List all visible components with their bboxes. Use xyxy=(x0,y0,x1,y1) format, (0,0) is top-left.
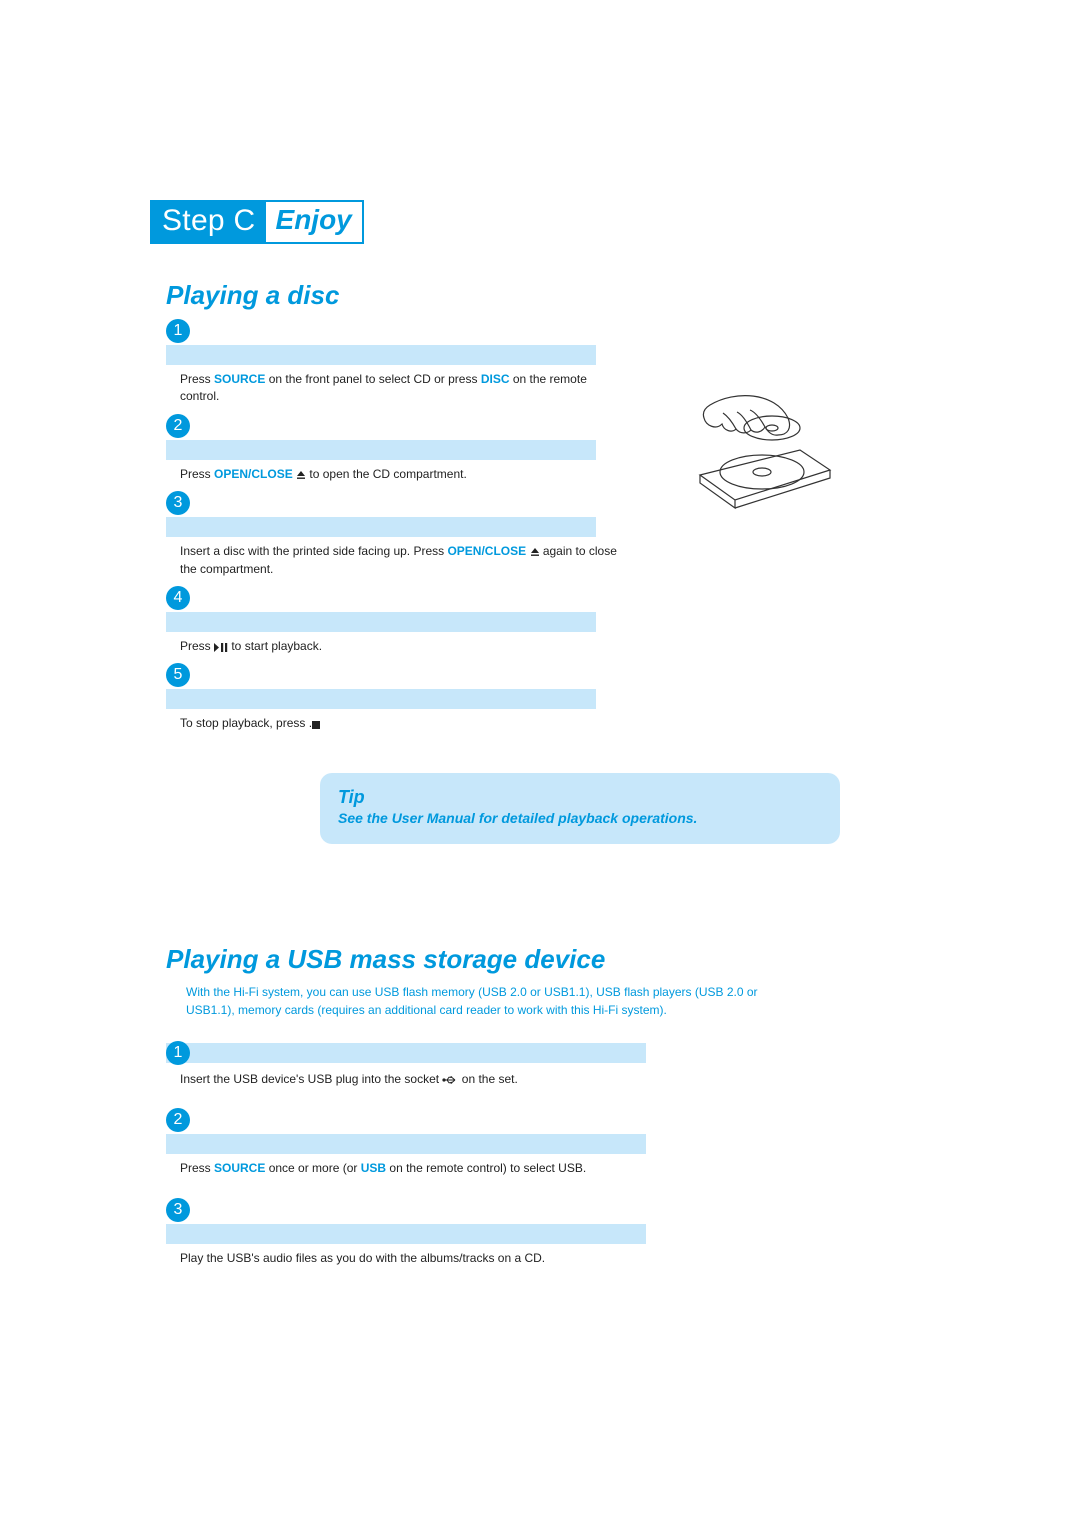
usb-intro-text: With the Hi-Fi system, you can use USB f… xyxy=(186,983,786,1019)
usb-step: 2 Press SOURCE once or more (or USB on th… xyxy=(166,1108,930,1177)
step-label: Step C xyxy=(152,202,266,242)
usb-section-title: Playing a USB mass storage device xyxy=(166,944,930,975)
step-text: Press SOURCE once or more (or USB on the… xyxy=(180,1160,660,1177)
disc-step: 5 To stop playback, press . xyxy=(166,663,930,732)
step-number-badge: 4 xyxy=(166,586,190,610)
step-bar xyxy=(166,612,596,632)
manual-page: Step C Enjoy Playing a disc 1 Press SOURC… xyxy=(0,0,1080,1347)
step-bar xyxy=(166,517,596,537)
step-text: Press OPEN/CLOSE to open the CD compartm… xyxy=(180,466,620,483)
step-bar xyxy=(166,1224,646,1244)
step-number-badge: 2 xyxy=(166,1108,190,1132)
step-number-badge: 1 xyxy=(166,319,190,343)
usb-step: 3 Play the USB's audio files as you do wi… xyxy=(166,1198,930,1267)
step-number-badge: 2 xyxy=(166,414,190,438)
tip-text: See the User Manual for detailed playbac… xyxy=(338,810,822,826)
disc-section-title: Playing a disc xyxy=(166,280,930,311)
step-number-badge: 3 xyxy=(166,491,190,515)
step-bar xyxy=(166,689,596,709)
step-bar xyxy=(166,345,596,365)
step-bar xyxy=(166,1134,646,1154)
step-bar xyxy=(166,440,596,460)
step-number-badge: 1 xyxy=(166,1041,190,1065)
step-text: Press to start playback. xyxy=(180,638,620,655)
enjoy-label: Enjoy xyxy=(266,202,362,242)
step-text: To stop playback, press . xyxy=(180,715,620,732)
step-header: Step C Enjoy xyxy=(150,200,364,244)
step-text: Insert a disc with the printed side faci… xyxy=(180,543,620,578)
step-bar xyxy=(166,1043,646,1063)
tip-title: Tip xyxy=(338,787,822,808)
disc-step: 4 Press to start playback. xyxy=(166,586,930,655)
usb-steps: 1 Insert the USB device's USB plug into t… xyxy=(150,1043,930,1267)
usb-step: 1 Insert the USB device's USB plug into t… xyxy=(166,1043,930,1088)
step-number-badge: 5 xyxy=(166,663,190,687)
step-text: Press SOURCE on the front panel to selec… xyxy=(180,371,620,406)
step-text: Insert the USB device's USB plug into th… xyxy=(180,1071,660,1088)
tip-box: Tip See the User Manual for detailed pla… xyxy=(320,773,840,844)
usb-section: Playing a USB mass storage device With t… xyxy=(150,944,930,1267)
step-text: Play the USB's audio files as you do wit… xyxy=(180,1250,660,1267)
step-number-badge: 3 xyxy=(166,1198,190,1222)
cd-tray-illustration xyxy=(680,380,840,520)
